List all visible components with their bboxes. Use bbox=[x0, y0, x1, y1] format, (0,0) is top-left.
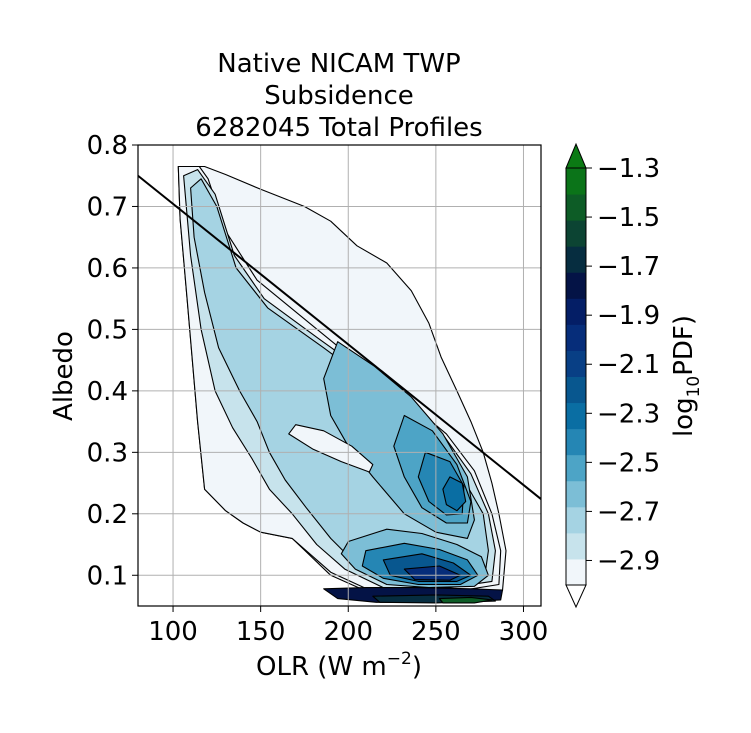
colorbar-bin-15 bbox=[566, 168, 586, 195]
x-axis-label-close: ) bbox=[412, 652, 422, 682]
colorbar-label-log: log bbox=[669, 397, 699, 437]
colorbar-tick-label-1: −2.7 bbox=[597, 497, 660, 527]
colorbar-label-suffix: PDF) bbox=[669, 315, 699, 376]
chart-title-line-1: Native NICAM TWP bbox=[217, 49, 460, 79]
y-tick-label-1: 0.2 bbox=[87, 500, 128, 530]
colorbar-bin-6 bbox=[566, 402, 586, 430]
colorbar-bin-13 bbox=[566, 220, 586, 247]
colorbar-tick-label-5: −1.9 bbox=[597, 301, 660, 331]
x-axis-ticks: 100 150 200 250 300 bbox=[148, 606, 548, 647]
y-tick-label-6: 0.7 bbox=[87, 192, 128, 222]
colorbar-bin-3 bbox=[566, 480, 586, 508]
colorbar-bin-7 bbox=[566, 376, 586, 404]
colorbar-bin-14 bbox=[566, 194, 586, 221]
y-tick-label-4: 0.5 bbox=[87, 315, 128, 345]
colorbar-label: log10PDF) bbox=[669, 315, 704, 437]
colorbar-tick-label-7: −1.5 bbox=[597, 203, 660, 233]
contour-region-15 bbox=[288, 424, 374, 473]
colorbar-bin-11 bbox=[566, 272, 586, 299]
colorbar-bin-8 bbox=[566, 350, 586, 377]
y-tick-label-5: 0.6 bbox=[87, 254, 128, 284]
colorbar-bin-1 bbox=[566, 532, 586, 560]
colorbar-tick-label-3: −2.3 bbox=[597, 399, 660, 429]
chart-title-line-3: 6282045 Total Profiles bbox=[195, 113, 482, 143]
colorbar-label-subscript: 10 bbox=[684, 376, 704, 398]
colorbar-tick-label-6: −1.7 bbox=[597, 252, 660, 282]
colorbar-extend-min bbox=[565, 584, 587, 609]
x-axis-label-main: OLR (W m bbox=[256, 652, 387, 682]
x-tick-label-1: 150 bbox=[236, 617, 286, 647]
colorbar-bin-10 bbox=[566, 298, 586, 325]
x-tick-label-0: 100 bbox=[148, 617, 198, 647]
chart-title-line-2: Subsidence bbox=[264, 81, 414, 111]
contour-region-7 bbox=[442, 476, 467, 512]
reference-line-group bbox=[138, 174, 541, 500]
colorbar-bin-9 bbox=[566, 324, 586, 351]
colorbar-bin-12 bbox=[566, 246, 586, 273]
colorbar-tick-label-8: −1.3 bbox=[597, 154, 660, 184]
colorbar-tick-label-0: −2.9 bbox=[597, 546, 660, 576]
colorbar-bin-0 bbox=[566, 558, 586, 586]
colorbar-bin-4 bbox=[566, 454, 586, 482]
colorbar-tick-label-4: −2.1 bbox=[597, 350, 660, 380]
y-tick-label-7: 0.8 bbox=[87, 131, 128, 161]
contour-region-11 bbox=[403, 565, 461, 581]
y-axis-ticks: 0.1 0.2 0.3 0.4 0.5 0.6 0.7 0.8 bbox=[87, 131, 138, 591]
colorbar-bin-2 bbox=[566, 506, 586, 534]
x-tick-label-4: 300 bbox=[499, 617, 549, 647]
colorbar: −2.9 −2.7 −2.5 −2.3 −2.1 −1.9 −1.7 −1.5 −1.3 bbox=[565, 142, 660, 609]
colorbar-frame bbox=[565, 167, 587, 586]
contour-region-14 bbox=[438, 596, 493, 604]
y-axis-label: Albedo bbox=[49, 331, 79, 421]
y-tick-label-2: 0.3 bbox=[87, 438, 128, 468]
reference-line bbox=[138, 174, 541, 500]
y-tick-label-3: 0.4 bbox=[87, 377, 128, 407]
plot-frame bbox=[137, 144, 542, 607]
colorbar-tick-label-2: −2.5 bbox=[597, 448, 660, 478]
colorbar-bin-5 bbox=[566, 428, 586, 456]
x-tick-label-2: 200 bbox=[323, 617, 373, 647]
x-axis-label-superscript: −2 bbox=[387, 649, 412, 669]
grid-lines bbox=[138, 145, 541, 606]
colorbar-extend-max bbox=[565, 142, 587, 169]
x-axis-label: OLR (W m−2) bbox=[256, 649, 422, 682]
plot-area bbox=[137, 144, 542, 607]
x-tick-label-3: 250 bbox=[411, 617, 461, 647]
y-tick-label-0: 0.1 bbox=[87, 561, 128, 591]
